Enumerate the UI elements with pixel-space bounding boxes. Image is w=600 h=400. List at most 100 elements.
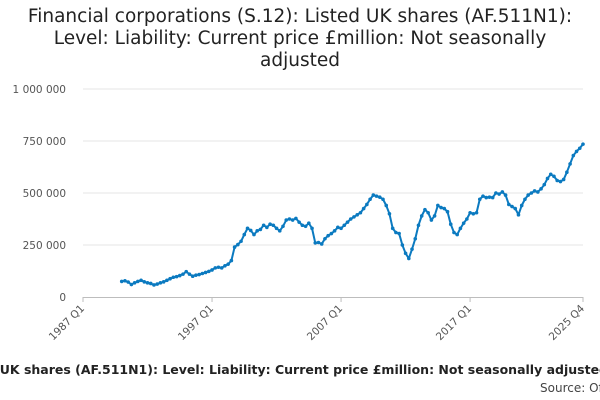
data-point[interactable] [290,218,295,222]
data-point[interactable] [200,271,205,276]
data-point[interactable] [294,216,298,221]
data-point[interactable] [255,229,259,233]
data-point[interactable] [303,224,308,229]
data-point[interactable] [236,242,240,247]
data-point[interactable] [287,217,292,221]
data-point[interactable] [568,162,572,166]
data-point[interactable] [252,232,256,237]
data-point[interactable] [148,281,153,286]
data-point[interactable] [210,268,214,272]
data-point[interactable] [139,278,143,283]
data-point[interactable] [365,202,369,207]
data-point[interactable] [329,231,334,236]
data-point[interactable] [381,197,385,202]
data-point[interactable] [458,226,463,231]
data-point[interactable] [226,262,230,266]
data-point[interactable] [197,272,201,277]
data-point[interactable] [419,214,424,218]
data-point[interactable] [477,197,482,202]
data-point[interactable] [181,272,185,276]
data-point[interactable] [307,221,311,225]
data-point[interactable] [565,170,569,174]
data-point[interactable] [274,226,279,231]
data-point[interactable] [245,226,250,231]
data-point[interactable] [336,225,340,230]
data-point[interactable] [313,241,318,245]
data-point[interactable] [400,243,405,247]
data-point[interactable] [558,179,563,184]
data-point[interactable] [229,258,234,263]
data-point[interactable] [452,230,456,235]
data-point[interactable] [436,203,440,208]
data-point[interactable] [574,149,579,154]
data-point[interactable] [168,276,172,281]
data-point[interactable] [187,272,192,276]
data-point[interactable] [413,236,418,241]
data-point[interactable] [426,210,430,215]
data-point[interactable] [536,190,540,194]
data-point[interactable] [219,266,224,270]
data-point[interactable] [387,212,392,216]
data-point[interactable] [300,223,305,228]
data-point[interactable] [429,218,434,222]
data-point[interactable] [497,192,501,196]
data-point[interactable] [271,223,276,228]
data-point[interactable] [442,206,447,211]
data-point[interactable] [516,213,521,217]
data-point[interactable] [174,274,179,279]
data-point[interactable] [284,218,289,222]
data-point[interactable] [526,193,530,197]
data-point[interactable] [513,206,518,211]
data-point[interactable] [126,280,130,284]
data-point[interactable] [439,205,443,210]
data-point[interactable] [523,197,527,202]
data-point[interactable] [474,210,479,215]
data-point[interactable] [232,245,237,249]
data-point[interactable] [374,194,379,198]
data-point[interactable] [571,153,576,158]
data-point[interactable] [465,217,469,221]
data-point[interactable] [361,206,366,211]
data-point[interactable] [503,193,508,197]
data-point[interactable] [155,282,159,286]
data-point[interactable] [448,222,453,226]
data-point[interactable] [123,278,127,283]
data-point[interactable] [552,174,556,179]
data-point[interactable] [142,280,147,284]
data-point[interactable] [145,281,150,285]
data-point[interactable] [258,227,263,232]
data-point[interactable] [371,193,376,197]
data-point[interactable] [577,146,582,151]
data-point[interactable] [471,212,476,216]
data-point[interactable] [136,279,140,284]
data-point[interactable] [507,202,511,207]
data-point[interactable] [345,220,350,224]
data-point[interactable] [355,213,359,217]
data-point[interactable] [184,269,189,274]
data-point[interactable] [190,274,195,279]
data-point[interactable] [171,275,176,280]
data-point[interactable] [239,239,243,244]
data-point[interactable] [277,229,282,233]
data-point[interactable] [297,220,301,224]
data-point[interactable] [410,247,414,251]
data-point[interactable] [213,266,218,270]
data-point[interactable] [455,232,459,237]
data-point[interactable] [332,229,337,233]
data-point[interactable] [519,203,524,208]
data-point[interactable] [223,264,227,268]
data-point[interactable] [132,281,137,285]
data-point[interactable] [377,195,382,199]
data-point[interactable] [281,224,285,229]
data-point[interactable] [545,176,550,181]
data-point[interactable] [561,177,566,182]
data-point[interactable] [539,187,543,191]
data-point[interactable] [352,215,356,219]
data-point[interactable] [161,280,166,284]
data-point[interactable] [487,195,492,199]
data-point[interactable] [494,191,498,195]
data-point[interactable] [119,279,124,284]
data-point[interactable] [468,210,472,215]
data-point[interactable] [555,178,559,183]
data-point[interactable] [265,225,269,230]
